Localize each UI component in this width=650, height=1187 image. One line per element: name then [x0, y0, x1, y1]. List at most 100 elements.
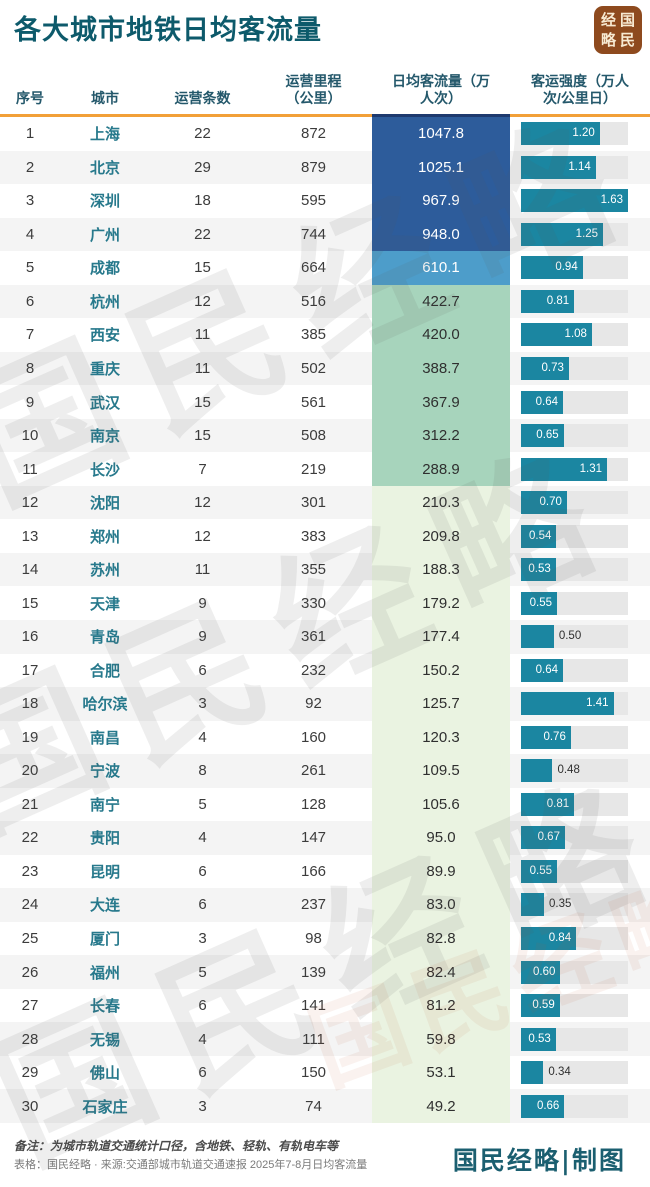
intensity-cell: 1.41 — [510, 687, 650, 721]
intensity-bar: 0.65 — [521, 424, 564, 448]
footnote-remark: 备注：为城市轨道交通统计口径，含地铁、轻轨、有轨电车等 — [14, 1139, 339, 1153]
intensity-cell: 1.14 — [510, 151, 650, 185]
page-footer: 备注：为城市轨道交通统计口径，含地铁、轻轨、有轨电车等 表格：国民经略 · 来源… — [0, 1123, 650, 1187]
table-row: 13 郑州 12 383 209.8 0.54 — [0, 519, 650, 553]
seq-cell: 6 — [25, 292, 35, 310]
intensity-bar: 0.81 — [521, 792, 575, 816]
lines-cell: 4 — [198, 728, 207, 746]
seq-cell: 24 — [21, 896, 39, 914]
intensity-label: 0.94 — [555, 261, 578, 274]
seq-cell: 4 — [25, 225, 35, 243]
intensity-bar: 0.81 — [521, 289, 575, 313]
lines-cell: 11 — [194, 359, 211, 377]
lines-cell: 11 — [194, 326, 211, 344]
table-row: 17 合肥 6 232 150.2 0.64 — [0, 653, 650, 688]
credit-signature: 国民经略|制图 — [452, 1146, 626, 1175]
lines-cell: 12 — [194, 292, 211, 310]
flow-cell: 188.3 — [372, 552, 510, 587]
intensity-cell: 0.65 — [510, 419, 650, 453]
intensity-bar: 1.14 — [521, 155, 596, 179]
seq-cell: 30 — [21, 1097, 39, 1115]
km-cell: 301 — [300, 494, 327, 512]
city-cell: 佛山 — [89, 1065, 120, 1083]
intensity-cell: 1.31 — [510, 452, 650, 486]
seq-cell: 9 — [25, 393, 35, 411]
intensity-bar: 0.73 — [521, 356, 569, 380]
flow-cell: 59.8 — [372, 1022, 510, 1056]
intensity-label: 0.34 — [548, 1066, 571, 1079]
seq-cell: 28 — [21, 1030, 39, 1048]
seq-cell: 19 — [21, 728, 39, 746]
intensity-label: 1.25 — [575, 227, 599, 240]
flow-cell: 312.2 — [372, 418, 510, 453]
rule-segment — [60, 114, 150, 117]
km-cell: 92 — [305, 695, 322, 713]
intensity-bar: 0.64 — [521, 658, 564, 682]
km-cell: 74 — [305, 1097, 322, 1115]
km-cell: 595 — [300, 192, 327, 210]
city-cell: 沈阳 — [89, 495, 120, 513]
table-row: 23 昆明 6 166 89.9 0.55 — [0, 854, 650, 889]
flow-cell: 49.2 — [372, 1089, 510, 1123]
bar-track: 0.59 — [521, 994, 628, 1018]
intensity-cell: 0.94 — [510, 251, 650, 285]
bar-track: 0.60 — [521, 960, 628, 984]
seq-cell: 3 — [25, 192, 35, 210]
intensity-bar: 1.20 — [521, 122, 600, 146]
city-cell: 重庆 — [89, 360, 120, 378]
intensity-bar: 0.70 — [521, 491, 567, 515]
intensity-label: 1.14 — [568, 160, 591, 173]
intensity-bar: 0.55 — [521, 859, 558, 883]
table-body: 1 上海 22 872 1047.8 1.20 2 北京 29 879 1025.1 1.14 3 深圳 1… — [0, 117, 650, 1123]
intensity-cell: 0.35 — [510, 888, 650, 922]
table-row: 8 重庆 11 502 388.7 0.73 — [0, 351, 650, 386]
intensity-cell: 0.59 — [510, 989, 650, 1023]
logo-char: 略 — [600, 30, 616, 49]
city-cell: 天津 — [89, 595, 120, 613]
flow-cell: 81.2 — [372, 988, 510, 1023]
seq-cell: 29 — [21, 1064, 39, 1082]
city-cell: 南京 — [89, 428, 120, 446]
intensity-cell: 0.34 — [510, 1056, 650, 1090]
table-row: 18 哈尔滨 3 92 125.7 1.41 — [0, 687, 650, 721]
lines-cell: 9 — [198, 594, 207, 612]
bar-track: 0.73 — [521, 356, 628, 380]
city-cell: 福州 — [89, 964, 120, 982]
seq-cell: 16 — [21, 628, 39, 646]
intensity-bar: 0.60 — [521, 960, 561, 984]
km-cell: 219 — [300, 460, 327, 478]
lines-cell: 15 — [194, 427, 211, 445]
flow-cell: 53.1 — [372, 1055, 510, 1090]
km-cell: 879 — [300, 158, 327, 176]
city-cell: 青岛 — [89, 629, 120, 647]
flow-cell: 95.0 — [372, 821, 510, 855]
seq-cell: 8 — [25, 359, 35, 377]
table-row: 29 佛山 6 150 53.1 0.34 — [0, 1055, 650, 1090]
city-cell: 南宁 — [89, 796, 120, 814]
flow-cell: 209.8 — [372, 519, 510, 553]
intensity-bar: 0.94 — [521, 256, 583, 280]
seq-cell: 22 — [21, 829, 39, 847]
city-cell: 郑州 — [89, 528, 120, 546]
rule-segment — [150, 114, 255, 117]
seq-cell: 20 — [21, 762, 39, 780]
table-row: 15 天津 9 330 179.2 0.55 — [0, 586, 650, 620]
intensity-label: 0.59 — [532, 999, 555, 1012]
metro-table: 序号 城市 运营条数 运营里程 （公里） 日均客流量（万 人次） 客运强度（万人 次/公里日） … — [0, 66, 650, 1123]
intensity-label: 0.54 — [529, 529, 552, 542]
intensity-cell: 0.55 — [510, 586, 650, 620]
table-row: 6 杭州 12 516 422.7 0.81 — [0, 284, 650, 319]
city-cell: 深圳 — [89, 193, 120, 211]
bar-track: 0.81 — [521, 289, 628, 313]
intensity-bar: 0.53 — [521, 558, 556, 582]
table-row: 24 大连 6 237 83.0 0.35 — [0, 888, 650, 922]
column-header: 运营条数 — [174, 90, 231, 106]
intensity-bar — [521, 759, 553, 783]
intensity-label: 1.41 — [586, 697, 609, 710]
rule-segment-flow — [372, 114, 510, 117]
km-cell: 508 — [300, 427, 327, 445]
intensity-cell: 0.66 — [510, 1089, 650, 1123]
page-header: 各大城市地铁日均客流量 经 国 略 民 — [0, 0, 650, 112]
intensity-cell: 0.53 — [510, 1022, 650, 1056]
flow-cell: 177.4 — [372, 619, 510, 654]
